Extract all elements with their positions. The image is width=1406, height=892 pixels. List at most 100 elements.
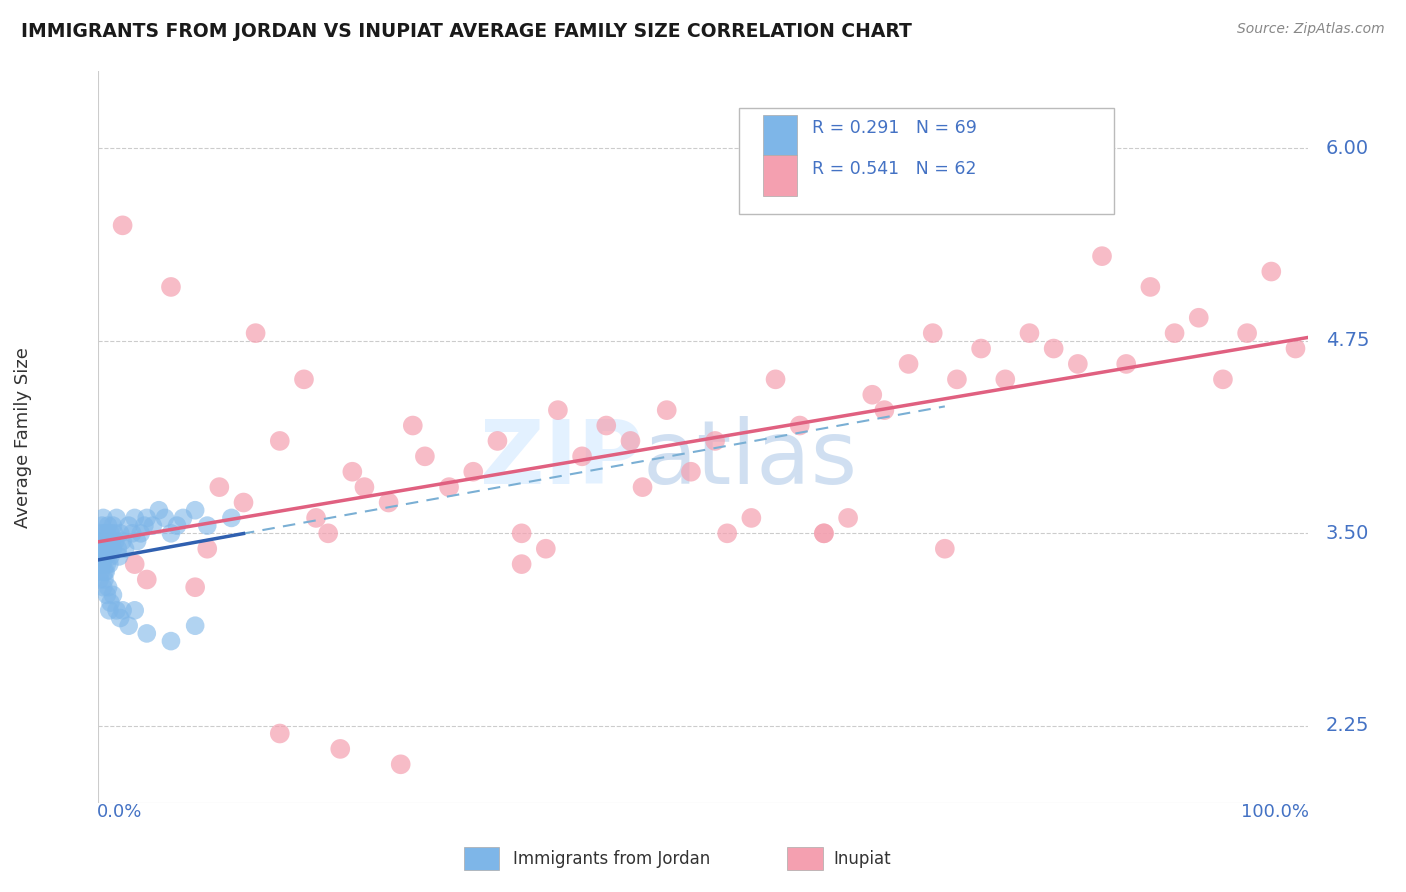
Point bbox=[91, 549, 114, 564]
Point bbox=[813, 526, 835, 541]
Point bbox=[534, 541, 557, 556]
Point bbox=[655, 403, 678, 417]
Point bbox=[97, 518, 120, 533]
Point bbox=[98, 557, 121, 571]
Point bbox=[90, 565, 112, 579]
Point bbox=[184, 503, 207, 517]
Point bbox=[97, 580, 120, 594]
Point bbox=[89, 557, 111, 571]
Point bbox=[111, 534, 134, 549]
Point bbox=[160, 526, 183, 541]
Point bbox=[970, 342, 993, 356]
Point bbox=[934, 541, 956, 556]
Point bbox=[765, 372, 787, 386]
Point bbox=[873, 403, 896, 417]
Point bbox=[94, 565, 117, 579]
Text: 6.00: 6.00 bbox=[1326, 139, 1369, 158]
Point bbox=[89, 534, 111, 549]
Point bbox=[118, 618, 141, 632]
Point bbox=[994, 372, 1017, 386]
Point bbox=[305, 511, 328, 525]
Point bbox=[153, 511, 176, 525]
Point bbox=[631, 480, 654, 494]
Point bbox=[160, 634, 183, 648]
Point bbox=[90, 526, 112, 541]
Point bbox=[91, 557, 114, 571]
Text: IMMIGRANTS FROM JORDAN VS INUPIAT AVERAGE FAMILY SIZE CORRELATION CHART: IMMIGRANTS FROM JORDAN VS INUPIAT AVERAG… bbox=[21, 22, 912, 41]
Point bbox=[269, 726, 291, 740]
Point bbox=[377, 495, 399, 509]
Point bbox=[111, 219, 134, 233]
Text: atlas: atlas bbox=[643, 416, 858, 502]
Point bbox=[437, 480, 460, 494]
Point bbox=[93, 526, 115, 541]
Point bbox=[1236, 326, 1258, 340]
Text: Immigrants from Jordan: Immigrants from Jordan bbox=[513, 850, 710, 868]
Point bbox=[104, 534, 127, 549]
Text: 0.0%: 0.0% bbox=[97, 803, 142, 821]
Point bbox=[571, 450, 593, 464]
Point bbox=[353, 480, 375, 494]
Point bbox=[148, 503, 170, 517]
Point bbox=[101, 588, 124, 602]
Point bbox=[121, 526, 143, 541]
Point bbox=[1284, 342, 1306, 356]
Text: 100.0%: 100.0% bbox=[1240, 803, 1309, 821]
Point bbox=[91, 580, 114, 594]
Text: Average Family Size: Average Family Size bbox=[14, 347, 32, 527]
Point bbox=[166, 518, 188, 533]
Point bbox=[108, 611, 131, 625]
Point bbox=[510, 557, 533, 571]
Point bbox=[329, 742, 352, 756]
Point bbox=[96, 526, 118, 541]
Point bbox=[221, 511, 243, 525]
Point bbox=[510, 526, 533, 541]
Point bbox=[94, 549, 117, 564]
Point bbox=[184, 618, 207, 632]
Point bbox=[946, 372, 969, 386]
Point bbox=[486, 434, 509, 448]
Point bbox=[89, 573, 111, 587]
Point bbox=[97, 541, 120, 556]
Point bbox=[208, 480, 231, 494]
Point bbox=[98, 603, 121, 617]
Point bbox=[172, 511, 194, 525]
FancyBboxPatch shape bbox=[740, 108, 1114, 214]
Point bbox=[107, 541, 129, 556]
Text: Source: ZipAtlas.com: Source: ZipAtlas.com bbox=[1237, 22, 1385, 37]
Point bbox=[595, 418, 617, 433]
Point bbox=[124, 511, 146, 525]
Point bbox=[1042, 342, 1064, 356]
Point bbox=[160, 280, 183, 294]
Point bbox=[100, 596, 122, 610]
Point bbox=[90, 549, 112, 564]
Point bbox=[96, 588, 118, 602]
Text: R = 0.541   N = 62: R = 0.541 N = 62 bbox=[811, 160, 976, 178]
Point bbox=[704, 434, 727, 448]
Point bbox=[195, 541, 218, 556]
Point bbox=[101, 541, 124, 556]
Point bbox=[93, 573, 115, 587]
Point bbox=[100, 526, 122, 541]
Point bbox=[1115, 357, 1137, 371]
Point bbox=[142, 518, 165, 533]
Point bbox=[118, 518, 141, 533]
Point bbox=[124, 603, 146, 617]
Text: 4.75: 4.75 bbox=[1326, 331, 1369, 351]
Point bbox=[103, 526, 125, 541]
Point bbox=[91, 534, 114, 549]
Point bbox=[108, 549, 131, 564]
Point bbox=[105, 511, 128, 525]
Point bbox=[135, 626, 157, 640]
Point bbox=[342, 465, 364, 479]
Point bbox=[679, 465, 702, 479]
Point bbox=[1139, 280, 1161, 294]
Point bbox=[837, 511, 859, 525]
Text: R = 0.291   N = 69: R = 0.291 N = 69 bbox=[811, 119, 977, 136]
Point bbox=[789, 418, 811, 433]
Point bbox=[1188, 310, 1211, 325]
Point bbox=[105, 603, 128, 617]
Point bbox=[93, 565, 115, 579]
Text: ZIP: ZIP bbox=[479, 416, 643, 502]
Point bbox=[1212, 372, 1234, 386]
